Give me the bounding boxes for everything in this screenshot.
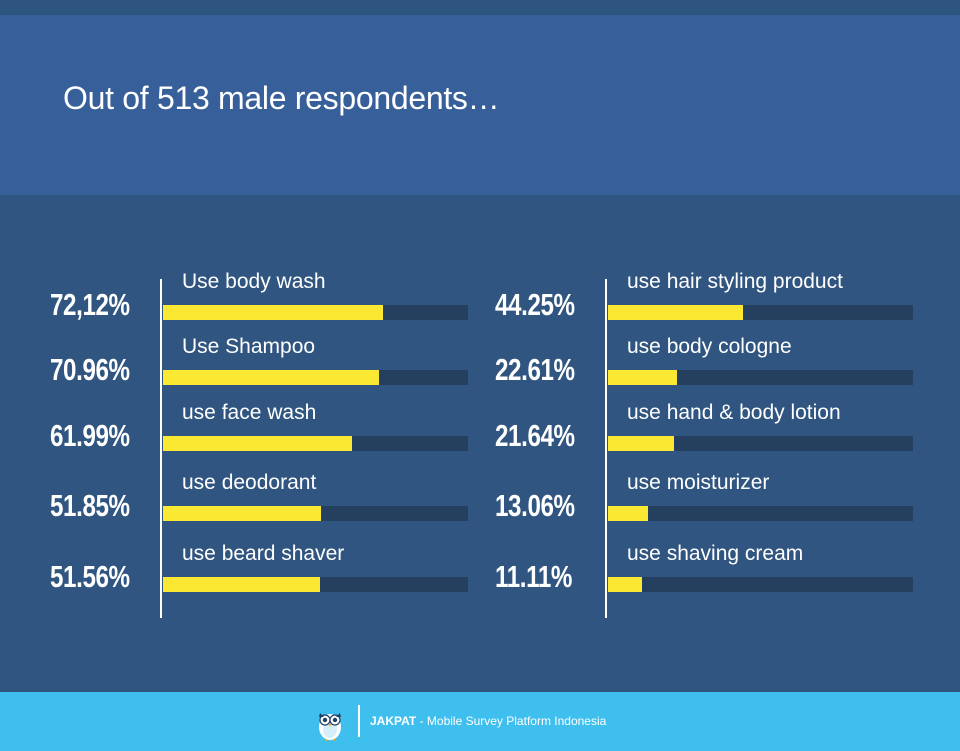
footer [0,692,960,751]
owl-icon [319,713,341,741]
bar-label: use moisturizer [627,471,770,494]
bar-label: use deodorant [182,471,317,494]
bar-track [608,506,913,521]
bar-value-label: 44.25% [495,287,575,322]
bar [608,305,743,320]
bar [163,436,352,451]
bar [608,370,677,385]
bar-value-label: 13.06% [495,488,575,523]
bar [608,577,642,592]
brand-name: JAKPAT [370,714,417,728]
bar-track [608,370,913,385]
right-axis-line [605,279,607,618]
bar-track [163,577,468,592]
bar-value-label: 61.99% [50,418,130,453]
bar-label: use face wash [182,401,317,424]
bar-label: use beard shaver [182,542,345,565]
brand-tagline: - Mobile Survey Platform Indonesia [416,714,607,728]
bar-value-label: 70.96% [50,352,130,387]
footer-separator [358,705,360,737]
bar-value-label: 72,12% [50,287,130,322]
footer-brand: JAKPAT - Mobile Survey Platform Indonesi… [370,714,606,728]
bar-track [608,436,913,451]
bar [608,436,674,451]
bar-label: use hand & body lotion [627,401,841,424]
bar-label: use hair styling product [627,270,843,293]
left-axis-line [160,279,162,618]
bar-value-label: 11.11% [495,559,573,594]
right-column: use hair styling product 44.25% use body c… [445,195,925,692]
bar-label: Use Shampoo [182,335,316,358]
bar-track [608,305,913,320]
bar [163,305,383,320]
bar-label: Use body wash [182,270,326,293]
header-banner: Out of 513 male respondents… [0,15,960,195]
bar-track [163,436,468,451]
bar [163,506,321,521]
top-strip [0,0,960,15]
bar-track [163,370,468,385]
bar-track [163,506,468,521]
bar-value-label: 51.56% [50,559,130,594]
page-title: Out of 513 male respondents… [63,80,500,116]
bar-value-label: 21.64% [495,418,575,453]
bar-track [163,305,468,320]
bar-track [608,577,913,592]
chart-area: Use body wash 72,12% Use Shampoo 70.96% use … [0,195,960,692]
bar-value-label: 51.85% [50,488,130,523]
left-column: Use body wash 72,12% Use Shampoo 70.96% use … [0,195,480,692]
bar [608,506,648,521]
bar [163,370,379,385]
bar-value-label: 22.61% [495,352,575,387]
bar-label: use body cologne [627,335,792,358]
bar [163,577,320,592]
bar-label: use shaving cream [627,542,804,565]
